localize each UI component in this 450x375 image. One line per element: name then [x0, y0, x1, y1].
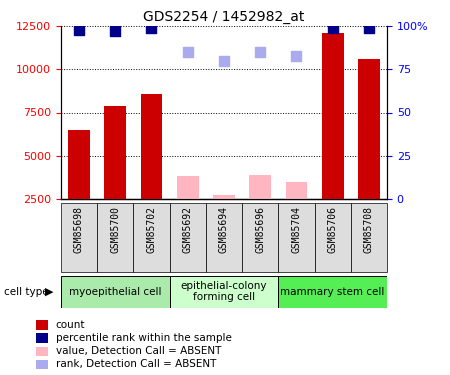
Bar	[358, 59, 380, 199]
Point	[112, 28, 119, 34]
Bar	[278, 202, 315, 272]
Text: cell type: cell type	[4, 286, 49, 297]
Point	[75, 27, 82, 33]
Bar	[242, 202, 278, 272]
Point	[220, 58, 227, 64]
Bar	[36, 346, 48, 356]
Bar	[249, 175, 271, 199]
Bar	[97, 202, 133, 272]
Bar	[36, 333, 48, 343]
Text: GSM85696: GSM85696	[255, 206, 265, 253]
Bar	[177, 176, 198, 199]
Text: count: count	[56, 320, 86, 330]
Text: percentile rank within the sample: percentile rank within the sample	[56, 333, 232, 343]
Title: GDS2254 / 1452982_at: GDS2254 / 1452982_at	[143, 10, 305, 24]
Bar	[213, 195, 235, 199]
Bar	[133, 202, 170, 272]
Text: mammary stem cell: mammary stem cell	[280, 286, 385, 297]
Bar	[285, 182, 307, 199]
Point	[293, 53, 300, 58]
Text: epithelial-colony
forming cell: epithelial-colony forming cell	[180, 281, 267, 302]
Text: ▶: ▶	[45, 286, 54, 297]
Bar	[206, 202, 242, 272]
Bar	[36, 360, 48, 369]
Bar	[104, 106, 126, 199]
Point	[184, 49, 191, 55]
Text: rank, Detection Call = ABSENT: rank, Detection Call = ABSENT	[56, 359, 216, 369]
Bar	[278, 276, 387, 308]
Text: GSM85700: GSM85700	[110, 206, 120, 253]
Bar	[322, 33, 343, 199]
Bar	[68, 130, 90, 199]
Bar	[36, 320, 48, 330]
Text: GSM85694: GSM85694	[219, 206, 229, 253]
Text: GSM85702: GSM85702	[146, 206, 157, 253]
Point	[256, 49, 264, 55]
Bar	[315, 202, 351, 272]
Text: GSM85692: GSM85692	[183, 206, 193, 253]
Bar	[170, 276, 278, 308]
Point	[329, 25, 336, 31]
Text: GSM85704: GSM85704	[292, 206, 302, 253]
Bar	[351, 202, 387, 272]
Bar	[61, 276, 170, 308]
Bar	[170, 202, 206, 272]
Text: GSM85708: GSM85708	[364, 206, 374, 253]
Point	[365, 25, 373, 31]
Text: value, Detection Call = ABSENT: value, Detection Call = ABSENT	[56, 346, 221, 356]
Bar	[61, 202, 97, 272]
Text: myoepithelial cell: myoepithelial cell	[69, 286, 162, 297]
Text: GSM85706: GSM85706	[328, 206, 338, 253]
Point	[148, 25, 155, 31]
Bar	[140, 93, 162, 199]
Text: GSM85698: GSM85698	[74, 206, 84, 253]
